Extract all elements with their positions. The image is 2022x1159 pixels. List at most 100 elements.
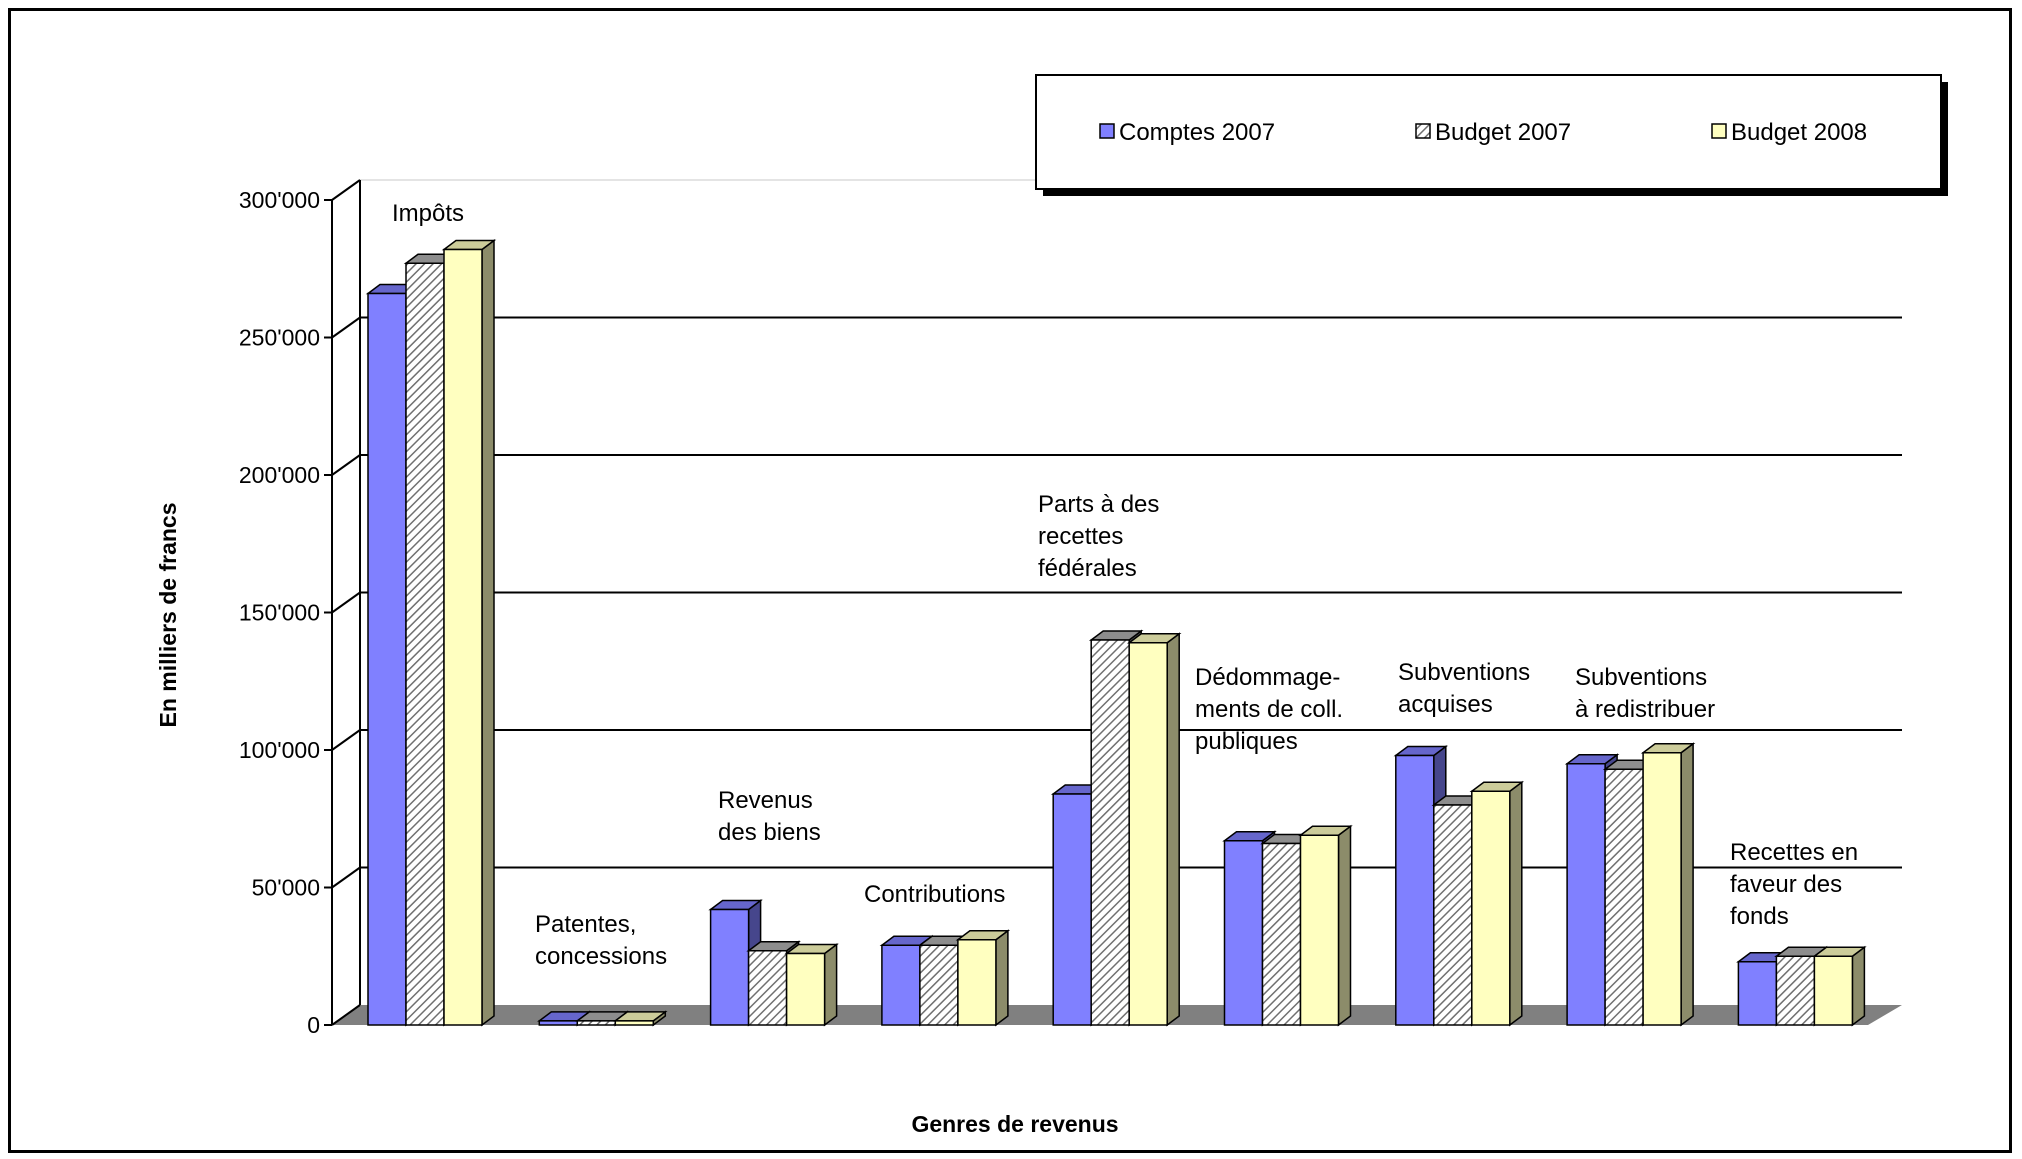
bar	[613, 1010, 668, 1027]
bar-front	[1471, 790, 1511, 1026]
bars	[365, 239, 1867, 1027]
category-label: Parts à des recettes fédérales	[1038, 491, 1159, 582]
bar	[1298, 824, 1353, 1027]
category-label-line: Parts à des	[1038, 491, 1159, 518]
bar-front	[405, 262, 445, 1026]
category-label-line: des biens	[718, 819, 821, 846]
bar-front	[919, 944, 959, 1026]
bar-front	[1737, 961, 1778, 1026]
legend-label: Budget 2007	[1435, 119, 1571, 146]
legend-label: Comptes 2007	[1119, 119, 1275, 146]
bar-front	[576, 1020, 617, 1026]
bar-front	[957, 939, 997, 1026]
bar-front	[1566, 763, 1606, 1026]
bar-front	[1223, 840, 1264, 1026]
bar-front	[1261, 842, 1302, 1026]
bar-front	[1090, 639, 1130, 1026]
bar-front	[1052, 793, 1092, 1026]
bar	[1126, 632, 1182, 1027]
category-label-line: fonds	[1730, 903, 1789, 930]
y-tick-depth	[331, 179, 361, 201]
bar	[784, 943, 839, 1027]
y-tick-label: 50'000	[252, 875, 320, 901]
bar-front	[1642, 752, 1682, 1026]
bar-side	[1509, 780, 1523, 1027]
bar-front	[538, 1020, 579, 1026]
y-tick-label: 200'000	[239, 462, 320, 488]
y-tick-depth	[331, 729, 361, 751]
legend: Comptes 2007 Budget 2007 Budget 2008	[1035, 74, 1948, 196]
y-axis-label: En milliers de francs	[155, 503, 181, 728]
category-label-line: ments de coll.	[1195, 696, 1343, 723]
x-axis-label: Genres de revenus	[911, 1111, 1118, 1137]
bar-side	[1337, 824, 1352, 1027]
category-label-line: Dédommage-	[1195, 664, 1340, 691]
category-label-line: concessions	[535, 943, 667, 970]
legend-swatch	[1415, 123, 1431, 139]
category-label: Dédommage-ments de coll. publiques	[1195, 664, 1343, 755]
category-label-line: fédérales	[1038, 555, 1137, 582]
y-tick-depth	[331, 316, 361, 339]
bar-front	[785, 952, 826, 1026]
category-label-line: Contributions	[864, 881, 1005, 908]
bar	[441, 239, 497, 1027]
bar-side	[823, 943, 838, 1027]
legend-label: Budget 2008	[1731, 119, 1867, 146]
category-label-line: Subventions	[1398, 659, 1530, 686]
bar-side	[1166, 632, 1180, 1027]
bar-front	[1775, 955, 1816, 1026]
bar	[955, 929, 1011, 1027]
category-label: Impôts	[392, 200, 464, 227]
legend-swatch	[1711, 123, 1727, 139]
bar-side	[995, 929, 1009, 1027]
category-label-line: recettes	[1038, 523, 1123, 550]
bar	[1640, 742, 1696, 1027]
category-label: Subventions à redistribuer	[1575, 664, 1715, 723]
bar-front	[881, 944, 921, 1026]
category-label: Revenus des biens	[718, 787, 821, 846]
bar-front	[747, 950, 788, 1026]
category-label-line: publiques	[1195, 728, 1298, 755]
bar-front	[1433, 804, 1473, 1026]
category-label: Recettes en faveur des fonds	[1730, 839, 1858, 930]
y-tick-depth	[331, 591, 361, 614]
y-tick-label: 300'000	[239, 187, 320, 213]
category-label-line: Impôts	[392, 200, 464, 227]
category-label-line: Subventions	[1575, 664, 1707, 691]
bar-side	[1680, 742, 1694, 1027]
bar-front	[443, 248, 483, 1026]
category-label: Patentes, concessions	[535, 911, 667, 970]
y-tick-label: 250'000	[239, 325, 320, 351]
bar-front	[367, 292, 407, 1026]
legend-box	[1035, 74, 1942, 190]
y-tick-depth	[331, 1004, 361, 1026]
bar-front	[1299, 834, 1340, 1026]
bar-front	[1395, 754, 1435, 1026]
category-label-line: Recettes en	[1730, 839, 1858, 866]
bar-front	[709, 908, 750, 1026]
bar-front	[1604, 768, 1644, 1026]
y-axis: 0 50'000 100'000 150'000 200'000 250'000 300'0…	[239, 179, 361, 1038]
bar-side	[1851, 945, 1866, 1027]
y-tick-depth	[331, 866, 361, 889]
category-labels: Impôts Patentes, concessions Revenus des bie…	[392, 200, 1858, 970]
category-label-line: acquises	[1398, 691, 1493, 718]
legend-swatch	[1099, 123, 1115, 139]
category-label: Subventions acquises	[1398, 659, 1530, 718]
bar-front	[614, 1020, 655, 1026]
y-tick-depth	[331, 454, 361, 476]
category-label-line: Revenus	[718, 787, 813, 814]
bar-front	[1813, 955, 1854, 1026]
bar-side	[481, 239, 495, 1027]
category-label-line: à redistribuer	[1575, 696, 1715, 723]
bar-front	[1128, 642, 1168, 1026]
category-label-line: faveur des	[1730, 871, 1842, 898]
y-tick-label: 0	[307, 1012, 320, 1038]
bar	[1469, 780, 1525, 1027]
category-label-line: Patentes,	[535, 911, 636, 938]
y-tick-label: 100'000	[239, 737, 320, 763]
y-tick-label: 150'000	[239, 600, 320, 626]
category-label: Contributions	[864, 881, 1005, 908]
bar	[1812, 945, 1867, 1027]
